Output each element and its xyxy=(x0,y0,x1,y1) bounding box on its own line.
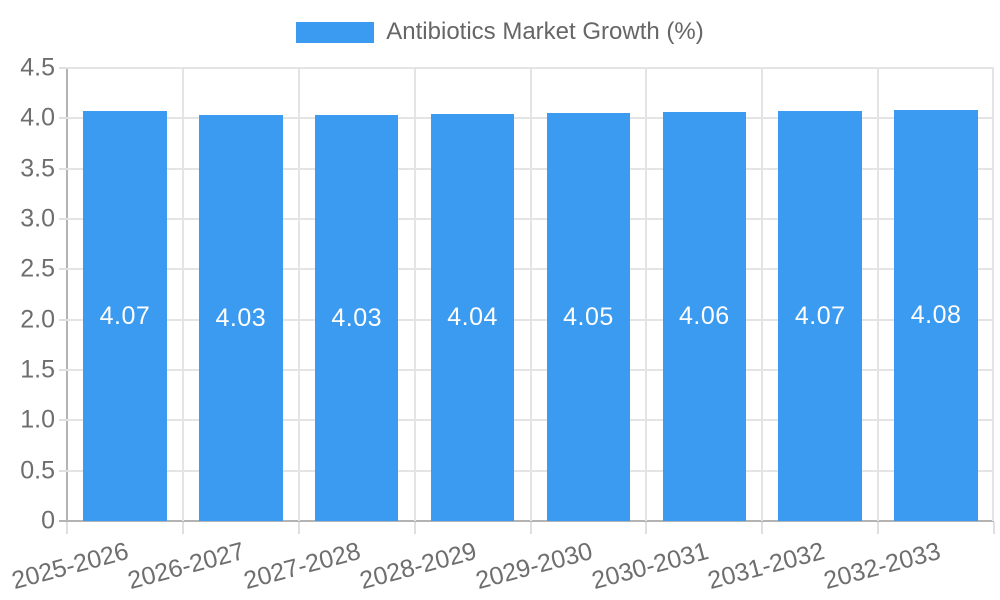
bar-value-label: 4.05 xyxy=(563,302,614,331)
x-tick xyxy=(529,522,532,534)
x-tick-label: 2028-2029 xyxy=(356,537,480,596)
y-tick xyxy=(59,318,67,321)
y-tick xyxy=(59,67,67,69)
category-cell: 4.07 xyxy=(67,68,183,521)
x-tick-label: 2027-2028 xyxy=(240,537,364,596)
x-tick xyxy=(761,522,764,534)
legend-swatch xyxy=(296,21,375,43)
gridline-vertical xyxy=(645,68,648,521)
bar-2028-2029[interactable]: 4.04 xyxy=(430,114,515,521)
gridline-vertical xyxy=(529,68,532,521)
category-cell: 4.07 xyxy=(762,68,878,521)
gridline-vertical xyxy=(297,68,300,521)
gridline-vertical xyxy=(992,68,994,521)
y-tick-label: 1.5 xyxy=(20,355,55,384)
category-cell: 4.06 xyxy=(646,68,762,521)
bar-2030-2031[interactable]: 4.06 xyxy=(662,112,747,521)
x-tick xyxy=(993,522,995,534)
y-tick xyxy=(59,268,67,271)
y-tick xyxy=(59,218,67,220)
y-tick-label: 2.0 xyxy=(20,305,55,334)
x-tick-label: 2026-2027 xyxy=(125,537,248,596)
bar-2026-2027[interactable]: 4.03 xyxy=(199,115,283,521)
y-tick xyxy=(59,117,67,120)
bar-value-label: 4.08 xyxy=(910,301,962,330)
x-tick xyxy=(66,522,68,534)
gridline-vertical xyxy=(413,68,416,521)
y-tick xyxy=(59,469,67,472)
bar-2025-2026[interactable]: 4.07 xyxy=(83,111,167,521)
x-tick xyxy=(297,522,300,534)
bar-2029-2030[interactable]: 4.05 xyxy=(546,113,631,521)
x-tick xyxy=(181,522,184,534)
bar-2027-2028[interactable]: 4.03 xyxy=(314,115,399,521)
y-tick-label: 2.5 xyxy=(20,254,55,283)
x-tick-label: 2031-2032 xyxy=(704,537,828,596)
y-tick-label: 4.5 xyxy=(20,53,55,82)
bar-value-label: 4.06 xyxy=(678,302,730,331)
category-cell: 4.05 xyxy=(531,68,647,521)
x-tick-label: 2025-2026 xyxy=(9,537,132,596)
x-tick-label: 2032-2033 xyxy=(820,537,944,596)
bar-value-label: 4.07 xyxy=(99,301,151,330)
gridline-vertical xyxy=(181,68,184,521)
category-cell: 4.04 xyxy=(415,68,531,521)
bar-value-label: 4.04 xyxy=(447,303,498,332)
legend[interactable]: Antibiotics Market Growth (%) xyxy=(0,18,1000,46)
x-tick xyxy=(413,522,416,534)
y-tick-label: 3.0 xyxy=(20,204,55,233)
y-axis-line xyxy=(66,68,68,533)
bar-value-label: 4.03 xyxy=(215,303,267,332)
bars-layer: 4.07 4.03 4.03 4.04 4.05 4.06 4.07 4.08 xyxy=(67,68,994,521)
bar-2032-2033[interactable]: 4.08 xyxy=(894,110,978,521)
bar-value-label: 4.03 xyxy=(331,303,383,332)
gridline-vertical xyxy=(877,68,880,521)
y-tick-label: 4.0 xyxy=(20,103,55,132)
y-tick-label: 0 xyxy=(41,506,55,535)
x-tick xyxy=(877,522,880,534)
bar-2031-2032[interactable]: 4.07 xyxy=(778,111,862,521)
x-tick-label: 2030-2031 xyxy=(588,537,712,596)
category-cell: 4.08 xyxy=(878,68,994,521)
y-tick xyxy=(59,369,67,371)
y-tick-label: 1.0 xyxy=(20,405,55,434)
category-cell: 4.03 xyxy=(183,68,299,521)
x-tick-label: 2029-2030 xyxy=(472,537,596,596)
x-tick xyxy=(645,522,648,534)
gridline-vertical xyxy=(761,68,764,521)
y-tick xyxy=(59,419,67,422)
plot-area: 4.07 4.03 4.03 4.04 4.05 4.06 4.07 4.08 xyxy=(67,67,994,521)
bar-value-label: 4.07 xyxy=(794,301,846,330)
y-tick xyxy=(59,167,67,170)
legend-label: Antibiotics Market Growth (%) xyxy=(386,18,704,45)
x-axis-line xyxy=(59,520,994,522)
y-tick-label: 3.5 xyxy=(20,154,55,183)
y-tick-label: 0.5 xyxy=(20,456,55,485)
category-cell: 4.03 xyxy=(299,68,415,521)
